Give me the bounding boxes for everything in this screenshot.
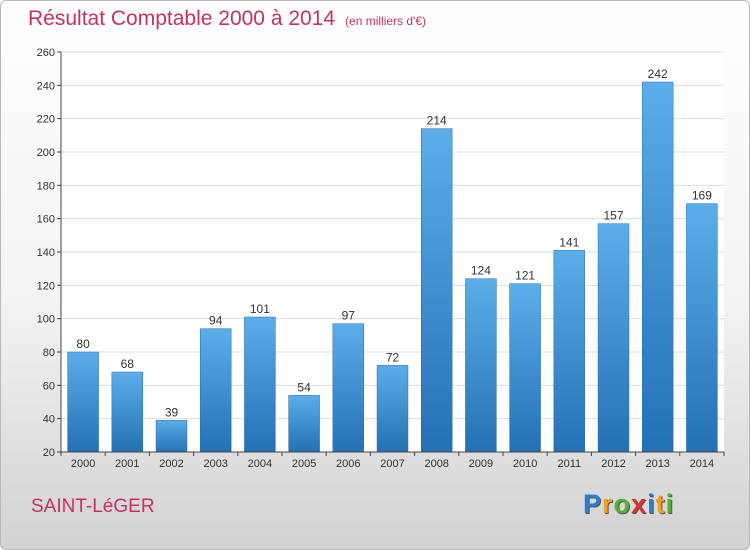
bar-2010	[509, 283, 541, 453]
bar-2003	[199, 328, 232, 453]
y-tick-label: 20	[43, 447, 55, 459]
logo-letter: P	[583, 489, 603, 519]
x-tick-label-2014: 2014	[690, 458, 714, 470]
data-label-2010: 121	[515, 269, 535, 283]
data-label-2011: 141	[559, 235, 579, 249]
logo-letter: o	[613, 489, 632, 519]
data-label-2005: 54	[297, 380, 311, 394]
x-tick-label-2005: 2005	[292, 458, 316, 470]
bar-2001	[111, 371, 144, 453]
data-label-2013: 242	[648, 67, 668, 81]
x-tick-label-2000: 2000	[71, 458, 95, 470]
logo-letter: r	[602, 489, 614, 519]
chart-subtitle: (en milliers d'€)	[345, 14, 427, 28]
x-tick-label-2004: 2004	[248, 458, 272, 470]
y-tick-label: 200	[37, 147, 55, 159]
bar-2013	[641, 81, 674, 453]
chart-title: Résultat Comptable 2000 à 2014 (en millie…	[28, 7, 426, 31]
bar-2004	[244, 316, 276, 453]
y-tick-label: 220	[37, 114, 55, 126]
chart-title-text: Résultat Comptable 2000 à 2014	[28, 7, 336, 30]
bar-2002	[155, 420, 188, 453]
data-label-2007: 72	[386, 350, 400, 364]
x-tick-label-2008: 2008	[424, 458, 448, 470]
bar-2008	[420, 128, 453, 453]
logo-letter: i	[665, 489, 675, 519]
x-tick-label-2013: 2013	[645, 458, 669, 470]
logo-letter: i	[647, 489, 656, 519]
y-tick-label: 60	[43, 380, 55, 392]
data-label-2014: 169	[692, 189, 712, 203]
y-tick-label: 80	[43, 347, 55, 359]
x-tick-label-2009: 2009	[469, 458, 493, 470]
y-tick-label: 40	[43, 414, 55, 426]
logo-letter: x	[631, 489, 648, 519]
data-label-2002: 39	[165, 405, 179, 419]
x-tick-label-2003: 2003	[203, 458, 227, 470]
data-label-2012: 157	[603, 209, 623, 223]
y-tick-label: 160	[37, 214, 55, 226]
x-axis-ticks: 2000 2001 2002 2003 2004 2005 2006 2007 2008 2009…	[60, 452, 725, 470]
bars	[67, 81, 718, 453]
x-tick-label-2001: 2001	[115, 458, 139, 470]
y-axis-ticks: 20 40 60 80 100 120 140 160 180 200 220 240 260	[37, 47, 61, 459]
bar-2011	[553, 250, 586, 453]
data-label-2001: 68	[121, 357, 135, 371]
y-tick-label: 100	[37, 314, 55, 326]
y-tick-label: 140	[37, 247, 55, 259]
proxiti-logo[interactable]: Proxiti	[583, 489, 674, 520]
y-tick-label: 240	[37, 80, 55, 92]
bar-2014	[686, 203, 718, 453]
bar-2009	[465, 278, 497, 453]
x-tick-label-2006: 2006	[336, 458, 360, 470]
data-labels: 80 68 39 94 101 54 97 72 214 124 121 141 157 242 169	[76, 67, 712, 419]
x-tick-label-2007: 2007	[380, 458, 404, 470]
data-label-2008: 214	[427, 114, 447, 128]
y-tick-label: 120	[37, 280, 55, 292]
y-tick-label: 180	[37, 180, 55, 192]
data-label-2009: 124	[471, 264, 491, 278]
data-label-2000: 80	[76, 337, 90, 351]
data-label-2006: 97	[342, 309, 356, 323]
y-tick-label: 260	[37, 47, 55, 59]
bar-2006	[332, 323, 365, 453]
x-tick-label-2002: 2002	[159, 458, 183, 470]
bar-2007	[376, 365, 409, 453]
x-tick-label-2010: 2010	[513, 458, 537, 470]
bar-2000	[67, 351, 99, 453]
logo-letter: t	[655, 489, 666, 519]
bar-2005	[288, 395, 320, 453]
data-label-2003: 94	[209, 314, 223, 328]
commune-name: SAINT-LéGER	[31, 496, 155, 517]
data-label-2004: 101	[250, 302, 270, 316]
bar-2012	[597, 223, 630, 453]
x-tick-label-2012: 2012	[601, 458, 625, 470]
x-tick-label-2011: 2011	[557, 458, 581, 470]
